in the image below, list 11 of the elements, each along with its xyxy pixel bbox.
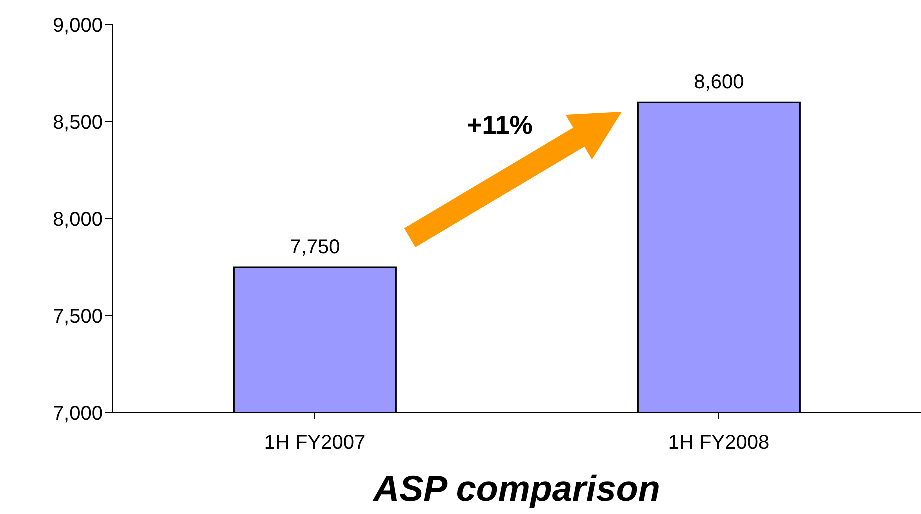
y-tick-label: 8,000 bbox=[52, 209, 103, 232]
x-tick-label: 1H FY2007 bbox=[264, 432, 366, 454]
y-tick-label: 8,500 bbox=[52, 112, 103, 134]
annotation: +11% bbox=[466, 110, 534, 141]
y-tick-label: 9,000 bbox=[52, 15, 103, 38]
y-tick-label: 7,500 bbox=[52, 306, 103, 328]
y-tick-label: 7,000 bbox=[52, 403, 103, 426]
data-label: 8,600 bbox=[694, 72, 744, 94]
data-label: 7,750 bbox=[290, 236, 340, 258]
x-tick-label: 1H FY2008 bbox=[668, 432, 770, 454]
text: ASP comparison bbox=[372, 468, 662, 510]
